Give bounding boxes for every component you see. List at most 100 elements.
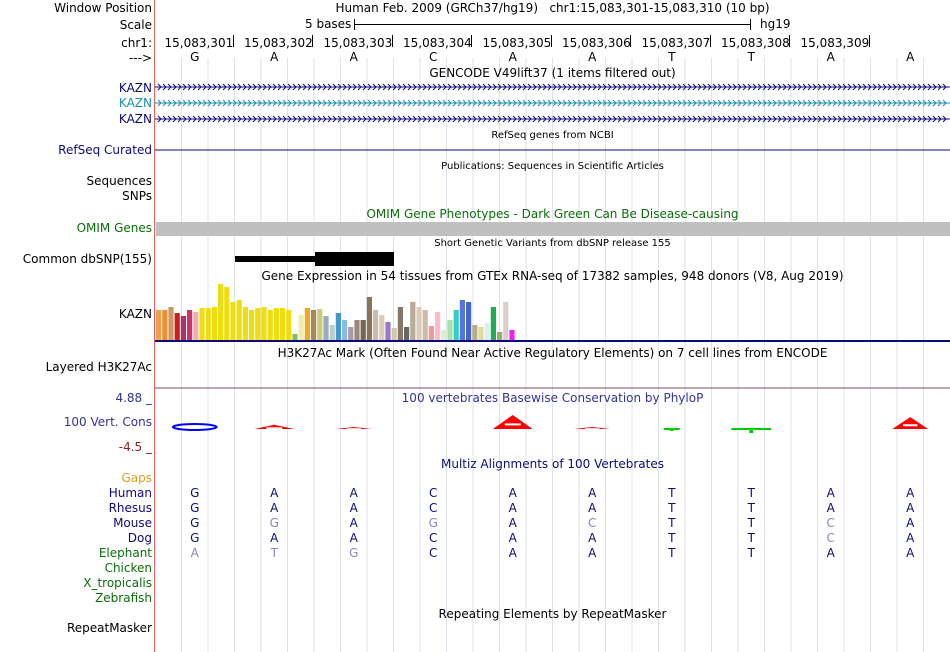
alignment-base: G <box>190 501 200 515</box>
gtex-tissue-bar[interactable] <box>311 310 317 340</box>
gtex-tissue-bar[interactable] <box>211 307 217 340</box>
gtex-tissue-bar[interactable] <box>466 302 472 340</box>
gtex-tissue-bar[interactable] <box>484 323 490 340</box>
gtex-tissue-bar[interactable] <box>441 330 447 340</box>
gtex-tissue-bar[interactable] <box>156 310 162 340</box>
gtex-tissue-bar[interactable] <box>472 325 478 340</box>
reference-base: A <box>826 50 835 64</box>
gtex-tissue-bar[interactable] <box>174 313 180 340</box>
gtex-tissue-bar[interactable] <box>428 326 434 340</box>
gtex-tissue-bar[interactable] <box>255 308 261 340</box>
gtex-tissue-bar[interactable] <box>385 322 391 340</box>
gtex-tissue-bar[interactable] <box>360 320 366 340</box>
gtex-tissue-bar[interactable] <box>267 310 273 340</box>
snps-label[interactable]: SNPs <box>122 189 152 203</box>
dbsnp-label[interactable]: Common dbSNP(155) <box>22 252 152 266</box>
gtex-tissue-bar[interactable] <box>478 327 484 340</box>
gtex-tissue-bar[interactable] <box>459 300 465 340</box>
gtex-tissue-bar[interactable] <box>187 310 193 340</box>
gtex-tissue-bar[interactable] <box>292 334 298 340</box>
gtex-tissue-bar[interactable] <box>230 302 236 340</box>
gtex-tissue-bar[interactable] <box>168 307 174 340</box>
gtex-tissue-bar[interactable] <box>236 300 242 340</box>
gencode-item-label[interactable]: KAZN <box>118 112 152 126</box>
gtex-tissue-bar[interactable] <box>261 307 267 340</box>
gaps-label[interactable]: Gaps <box>121 471 152 485</box>
gencode-item-label[interactable]: KAZN <box>118 96 152 110</box>
species-label[interactable]: X_tropicalis <box>83 576 152 590</box>
sequences-label[interactable]: Sequences <box>86 174 152 188</box>
gtex-tissue-bar[interactable] <box>224 287 230 340</box>
gtex-tissue-bar[interactable] <box>242 307 248 340</box>
alignment-base: C <box>826 516 835 530</box>
gtex-tissue-bar[interactable] <box>298 315 304 340</box>
species-label[interactable]: Rhesus <box>108 501 152 515</box>
gtex-tissue-bar[interactable] <box>286 310 292 340</box>
gtex-tissue-bar[interactable] <box>329 325 335 340</box>
gencode-transcript[interactable] <box>155 83 950 91</box>
species-label[interactable]: Chicken <box>104 561 152 575</box>
refseq-track-title: RefSeq genes from NCBI <box>491 130 614 141</box>
dbsnp-variant-thin[interactable] <box>235 256 315 262</box>
gtex-tissue-bar[interactable] <box>379 315 385 340</box>
gtex-tissue-bar[interactable] <box>453 310 459 340</box>
gtex-gene-label[interactable]: KAZN <box>118 307 152 321</box>
gtex-tissue-bar[interactable] <box>366 297 372 340</box>
gtex-tissue-bar[interactable] <box>205 308 211 340</box>
label-column-divider <box>154 0 155 652</box>
alignment-base: G <box>349 546 359 560</box>
scale-bar-left-tick <box>354 19 355 30</box>
species-label[interactable]: Dog <box>127 531 152 545</box>
refseq-curated-label[interactable]: RefSeq Curated <box>58 143 152 157</box>
gtex-tissue-bar[interactable] <box>373 310 379 340</box>
gtex-tissue-bar[interactable] <box>397 307 403 340</box>
omim-genes-label[interactable]: OMIM Genes <box>76 221 152 235</box>
gtex-tissue-bar[interactable] <box>422 310 428 340</box>
gtex-tissue-bar[interactable] <box>342 320 348 340</box>
gtex-tissue-bar[interactable] <box>348 327 354 340</box>
gtex-tissue-bar[interactable] <box>199 308 205 340</box>
gtex-tissue-bar[interactable] <box>497 332 503 340</box>
gtex-tissue-bar[interactable] <box>218 284 224 340</box>
gencode-transcript[interactable] <box>155 115 950 123</box>
gtex-tissue-bar[interactable] <box>317 309 323 340</box>
gtex-tissue-bar[interactable] <box>280 308 286 340</box>
gtex-tissue-bar[interactable] <box>410 302 416 340</box>
gtex-tissue-bar[interactable] <box>404 327 410 340</box>
gtex-tissue-bar[interactable] <box>503 302 509 340</box>
alignment-base: A <box>349 501 358 515</box>
gtex-tissue-bar[interactable] <box>180 316 186 340</box>
reference-base: C <box>429 50 438 64</box>
repeatmasker-label[interactable]: RepeatMasker <box>66 621 152 635</box>
gtex-tissue-bar[interactable] <box>335 313 341 340</box>
gtex-tissue-bar[interactable] <box>273 308 279 340</box>
gtex-tissue-bar[interactable] <box>490 307 496 340</box>
alignment-base: A <box>270 531 279 545</box>
gtex-tissue-bar[interactable] <box>249 310 255 340</box>
gtex-tissue-bar[interactable] <box>354 320 360 340</box>
species-label[interactable]: Elephant <box>98 546 152 560</box>
gencode-item-label[interactable]: KAZN <box>118 81 152 95</box>
gtex-tissue-bar[interactable] <box>391 328 397 340</box>
gtex-tissue-bar[interactable] <box>193 312 199 340</box>
species-label[interactable]: Mouse <box>113 516 152 530</box>
multiz-track-title: Multiz Alignments of 100 Vertebrates <box>440 457 665 471</box>
gencode-transcript[interactable] <box>155 99 950 107</box>
h3k27ac-label[interactable]: Layered H3K27Ac <box>45 360 152 374</box>
alignment-base: A <box>906 486 915 500</box>
omim-gene-bar[interactable] <box>156 222 950 236</box>
gtex-tissue-bar[interactable] <box>509 330 515 340</box>
species-label[interactable]: Zebrafish <box>95 591 152 605</box>
phylop-label[interactable]: 100 Vert. Cons <box>63 415 152 429</box>
gtex-tissue-bar[interactable] <box>323 316 329 340</box>
species-label[interactable]: Human <box>108 486 152 500</box>
gtex-tissue-bar[interactable] <box>304 308 310 340</box>
gtex-tissue-bar[interactable] <box>447 320 453 340</box>
gtex-tissue-bar[interactable] <box>416 307 422 340</box>
alignment-base: A <box>826 501 835 515</box>
dbsnp-variant-thick[interactable] <box>315 252 394 266</box>
reference-base: G <box>190 50 200 64</box>
gtex-tissue-bar[interactable] <box>162 310 168 340</box>
gtex-tissue-bar[interactable] <box>435 312 441 340</box>
